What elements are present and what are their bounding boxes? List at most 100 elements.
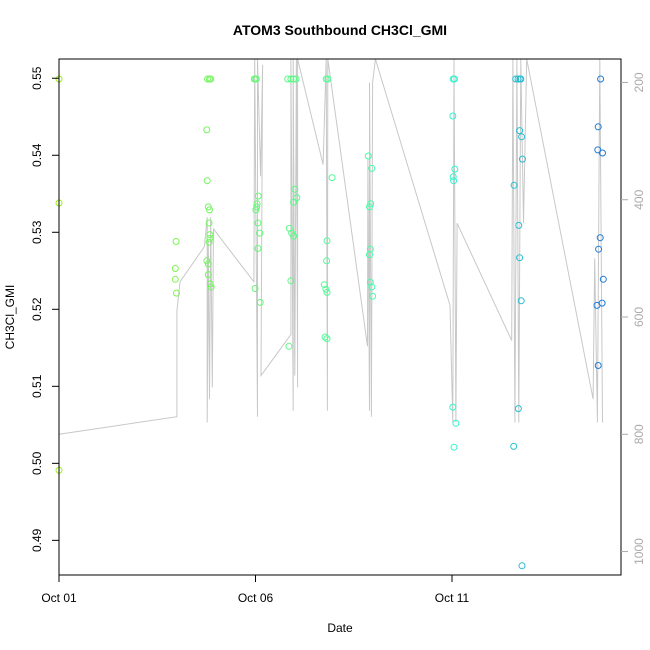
data-point — [253, 203, 261, 211]
data-point — [366, 245, 374, 253]
y-axis: 0.49 0.50 0.51 0.52 0.53 0.54 0.55 — [30, 66, 59, 552]
x-axis-label: Date — [327, 621, 353, 635]
data-point — [256, 229, 264, 237]
data-point — [256, 298, 264, 306]
data-point — [291, 185, 299, 193]
data-point — [594, 146, 602, 154]
data-point — [599, 275, 607, 283]
data-point — [290, 232, 298, 240]
data-point — [254, 245, 262, 252]
data-point — [204, 271, 212, 279]
right-tick-label: 800 — [632, 424, 646, 444]
data-point — [514, 75, 522, 83]
data-point — [450, 177, 458, 185]
data-point — [323, 237, 331, 245]
data-point — [172, 238, 180, 245]
data-point — [322, 285, 330, 293]
data-point — [323, 335, 331, 343]
data-point — [515, 221, 523, 229]
data-point — [449, 173, 457, 181]
data-point — [207, 283, 215, 291]
data-point — [324, 75, 332, 83]
data-point — [597, 75, 605, 83]
y-tick-label: 0.53 — [30, 220, 44, 244]
data-point — [252, 206, 260, 214]
right-tick-label: 200 — [632, 72, 646, 92]
x-tick-label: Oct 01 — [41, 591, 77, 605]
data-point — [451, 165, 459, 173]
data-point — [514, 405, 522, 413]
data-point — [254, 219, 262, 227]
data-point — [287, 277, 295, 285]
right-tick-label: 1000 — [632, 538, 646, 565]
y-tick-label: 0.52 — [30, 297, 44, 321]
data-point — [368, 164, 376, 172]
data-point — [205, 219, 213, 227]
data-point — [593, 301, 601, 309]
right-tick-label: 600 — [632, 307, 646, 327]
data-point — [206, 206, 213, 214]
y-axis-label: CH3Cl_GMI — [3, 285, 17, 350]
data-point — [171, 275, 179, 283]
data-point — [293, 194, 301, 202]
data-point — [287, 75, 295, 83]
data-point — [518, 133, 526, 141]
data-point — [323, 257, 331, 265]
data-point — [364, 152, 372, 160]
data-point — [204, 75, 212, 83]
data-point — [203, 177, 211, 185]
data-point — [251, 285, 259, 292]
data-point — [321, 333, 329, 341]
data-point — [517, 297, 525, 305]
x-axis: Oct 01 Oct 06 Oct 11 — [41, 575, 470, 605]
data-point — [449, 403, 457, 411]
data-point — [369, 292, 377, 300]
data-point — [366, 203, 373, 211]
data-point — [517, 75, 525, 83]
data-point — [367, 200, 375, 208]
data-point — [450, 75, 458, 83]
data-point — [596, 234, 604, 242]
data-point — [510, 442, 518, 450]
data-point — [512, 75, 520, 83]
data-point — [204, 260, 212, 268]
data-point — [366, 251, 373, 259]
data-point — [510, 181, 518, 189]
data-point — [207, 75, 215, 83]
data-point — [595, 245, 603, 253]
plot-frame — [58, 58, 622, 576]
altitude-line-layer — [58, 58, 603, 435]
y-tick-label: 0.54 — [30, 143, 44, 167]
data-point — [205, 238, 213, 246]
y-tick-label: 0.50 — [30, 451, 44, 475]
data-point — [171, 265, 179, 272]
data-point — [366, 278, 374, 286]
data-point — [252, 75, 260, 83]
data-point — [452, 419, 460, 427]
data-point — [449, 112, 457, 120]
data-points-layer — [55, 75, 607, 570]
chart-title: ATOM3 Southbound CH3Cl_GMI — [233, 22, 447, 38]
data-point — [450, 443, 458, 451]
y-tick-label: 0.55 — [30, 66, 44, 90]
data-point — [206, 234, 214, 242]
data-point — [254, 192, 262, 200]
data-point — [320, 281, 328, 289]
data-point — [323, 288, 331, 296]
data-point — [206, 231, 214, 239]
data-point — [290, 198, 298, 206]
data-point — [518, 562, 526, 570]
data-point — [292, 75, 300, 83]
x-tick-label: Oct 11 — [435, 591, 470, 605]
data-point — [368, 283, 376, 291]
data-point — [328, 174, 336, 182]
data-point — [599, 149, 606, 157]
data-point — [285, 342, 293, 350]
data-point — [206, 280, 214, 288]
data-point — [516, 254, 524, 262]
data-point — [290, 75, 298, 83]
y-tick-label: 0.49 — [30, 528, 44, 552]
altitude-line — [58, 58, 603, 435]
data-point — [516, 127, 524, 135]
